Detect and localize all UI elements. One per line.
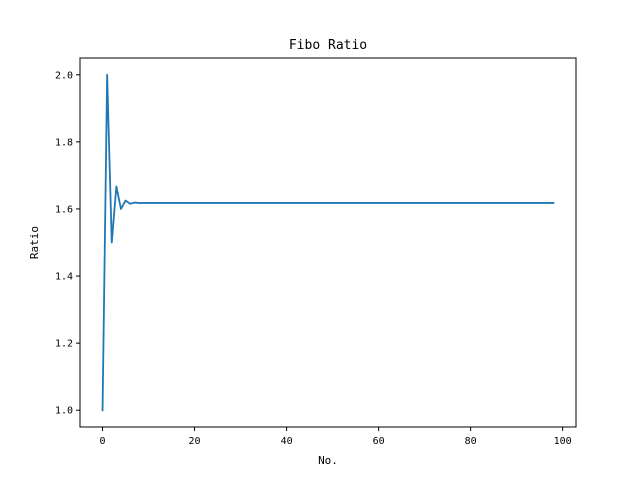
y-tick-label: 1.2 [55,339,73,350]
x-axis: 0 20 40 60 80 100 [100,427,572,447]
series-line [101,73,555,412]
x-tick-label: 100 [554,436,572,447]
y-axis-label: Ratio [28,226,41,259]
chart-title: Fibo Ratio [289,38,367,53]
y-tick-label: 1.0 [55,406,73,417]
x-tick-label: 80 [465,436,477,447]
series-layer [101,73,555,412]
x-tick-label: 60 [373,436,385,447]
y-tick-label: 1.4 [55,272,73,283]
x-tick-label: 0 [100,436,106,447]
x-tick-label: 40 [281,436,293,447]
y-axis: 1.0 1.2 1.4 1.6 1.8 2.0 [55,70,80,417]
y-tick-label: 1.8 [55,137,73,148]
plot-frame [79,57,577,428]
y-tick-label: 2.0 [55,70,73,81]
y-tick-label: 1.6 [55,204,73,215]
x-axis-label: No. [318,454,338,467]
x-tick-label: 20 [189,436,201,447]
